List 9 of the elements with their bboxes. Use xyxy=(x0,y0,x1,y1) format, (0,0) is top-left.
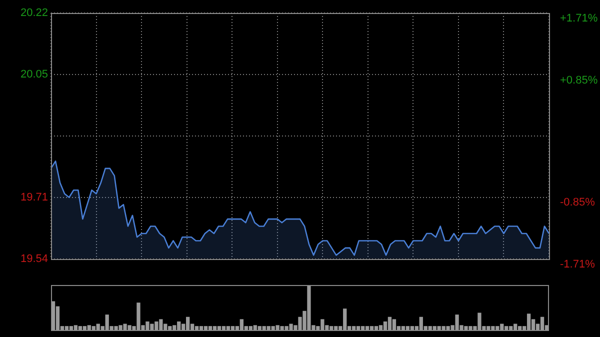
y2-tick-label: -0.85% xyxy=(560,196,596,209)
y2-tick-label: +0.85% xyxy=(560,74,598,86)
y2-tick-label: +1.71% xyxy=(560,12,598,25)
y2-tick-label: -1.71% xyxy=(560,258,596,270)
y-tick-label: 19.71 xyxy=(20,191,48,204)
y-tick-label: 20.22 xyxy=(20,7,48,20)
bar xyxy=(526,314,531,331)
y-tick-label: 20.05 xyxy=(20,68,48,80)
y-tick-label: 19.54 xyxy=(20,252,48,265)
